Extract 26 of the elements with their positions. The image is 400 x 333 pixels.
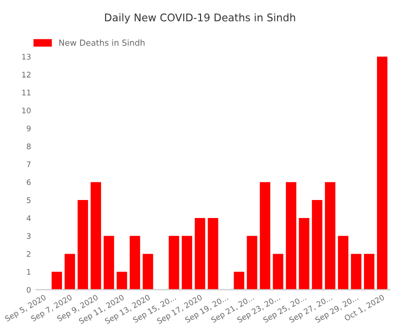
bar	[142, 254, 154, 290]
bar	[246, 236, 258, 290]
bar	[182, 236, 192, 290]
bar	[272, 254, 284, 290]
bar	[338, 236, 348, 290]
chart-title: Daily New COVID-19 Deaths in Sindh	[105, 13, 296, 24]
bar	[234, 272, 244, 290]
bar	[208, 218, 218, 290]
bar	[286, 182, 296, 290]
bar	[324, 182, 336, 290]
bar	[90, 182, 102, 290]
bar	[376, 56, 388, 290]
legend-label: New Deaths in Sindh	[59, 39, 145, 46]
bar	[130, 236, 140, 290]
bar	[104, 236, 114, 290]
bar	[168, 236, 180, 290]
bar	[52, 272, 62, 290]
bar	[298, 218, 310, 290]
bar	[194, 218, 206, 290]
bar	[260, 182, 270, 290]
bar	[350, 254, 362, 290]
bar	[116, 272, 128, 290]
bar	[364, 254, 374, 290]
bar	[312, 200, 322, 290]
bar	[78, 200, 88, 290]
bar	[64, 254, 76, 290]
